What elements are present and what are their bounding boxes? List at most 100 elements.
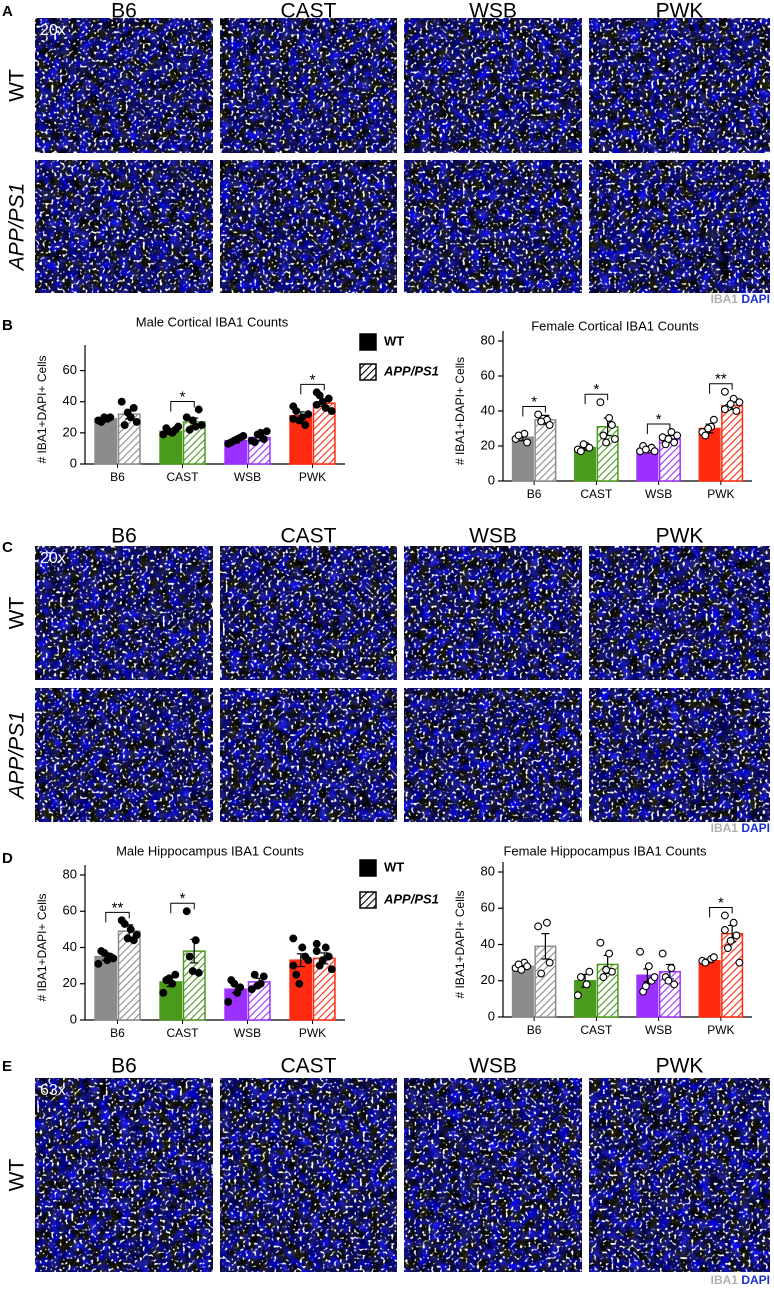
bar bbox=[94, 418, 118, 465]
data-point bbox=[315, 391, 324, 400]
significance-bracket bbox=[170, 902, 195, 914]
data-point bbox=[191, 936, 200, 945]
x-tick-label: B6 bbox=[110, 1026, 125, 1040]
y-axis-label: # IBA1+DAPI+ Cells bbox=[35, 355, 49, 463]
y-tick-label: 40 bbox=[481, 402, 495, 417]
y-tick-label: 60 bbox=[63, 903, 77, 918]
significance-label: ** bbox=[715, 371, 727, 388]
data-point bbox=[159, 988, 168, 997]
data-point bbox=[523, 962, 532, 971]
strain-label: WSB bbox=[469, 1055, 517, 1078]
data-point bbox=[596, 938, 605, 947]
panel-label: B bbox=[2, 317, 13, 334]
x-tick-label: B6 bbox=[527, 1023, 542, 1037]
panel-label: E bbox=[2, 1058, 12, 1075]
data-point bbox=[732, 931, 741, 940]
y-tick-label: 0 bbox=[70, 1011, 77, 1026]
data-point bbox=[599, 973, 608, 982]
y-axis-label: # IBA1+DAPI+ Cells bbox=[453, 357, 467, 465]
y-tick-label: 20 bbox=[481, 437, 495, 452]
significance-label: * bbox=[180, 388, 186, 405]
data-point bbox=[126, 925, 135, 934]
x-tick-label: WSB bbox=[645, 487, 672, 501]
data-point bbox=[321, 943, 330, 952]
micrograph bbox=[589, 688, 770, 822]
data-point bbox=[545, 421, 554, 429]
bar bbox=[117, 930, 141, 1021]
data-point bbox=[537, 969, 546, 978]
data-point bbox=[289, 414, 298, 423]
data-point bbox=[599, 431, 608, 440]
stain-legend: IBA1 DAPI bbox=[711, 821, 770, 835]
data-point bbox=[259, 972, 268, 981]
error-bar bbox=[541, 933, 550, 960]
data-point bbox=[188, 416, 197, 425]
data-point bbox=[123, 408, 132, 417]
bar bbox=[698, 960, 721, 1018]
data-point bbox=[120, 919, 129, 928]
micrograph bbox=[589, 546, 770, 680]
y-tick-label: 0 bbox=[70, 455, 77, 470]
row-label: APP/PS1 bbox=[6, 183, 29, 273]
data-point bbox=[100, 413, 109, 422]
data-point bbox=[641, 982, 650, 991]
micrograph bbox=[404, 688, 582, 822]
legend-swatch bbox=[359, 333, 377, 351]
significance-bracket bbox=[170, 401, 195, 412]
stain-legend: IBA1 DAPI bbox=[711, 292, 770, 306]
strain-label: B6 bbox=[111, 1055, 137, 1078]
data-point bbox=[123, 934, 132, 943]
data-point bbox=[247, 985, 256, 994]
data-point bbox=[602, 438, 611, 447]
data-point bbox=[185, 952, 194, 961]
y-tick-label: 0 bbox=[488, 472, 495, 487]
data-point bbox=[182, 907, 191, 916]
data-point bbox=[534, 410, 543, 419]
significance-bracket bbox=[646, 423, 671, 434]
micrograph bbox=[220, 1078, 397, 1272]
micrograph bbox=[404, 546, 582, 680]
data-point bbox=[729, 918, 738, 927]
micrograph bbox=[589, 1078, 770, 1272]
data-point bbox=[259, 435, 268, 444]
significance-bracket bbox=[105, 911, 130, 923]
micrograph bbox=[220, 160, 397, 293]
stain-dapi: DAPI bbox=[741, 1273, 770, 1287]
data-point bbox=[292, 970, 301, 979]
data-point bbox=[109, 954, 118, 963]
data-point bbox=[650, 973, 659, 982]
y-tick-label: 20 bbox=[63, 975, 77, 990]
data-point bbox=[324, 952, 333, 961]
data-point bbox=[650, 447, 659, 456]
y-tick-label: 40 bbox=[481, 936, 495, 951]
y-tick-label: 80 bbox=[481, 332, 495, 347]
data-point bbox=[576, 973, 585, 982]
x-tick-label: PWK bbox=[707, 1023, 734, 1037]
data-point bbox=[182, 413, 191, 422]
data-point bbox=[664, 435, 673, 443]
micrograph bbox=[35, 18, 213, 153]
data-point bbox=[100, 948, 109, 957]
data-point bbox=[726, 936, 735, 945]
data-point bbox=[230, 979, 239, 988]
data-point bbox=[709, 415, 718, 424]
data-point bbox=[194, 405, 203, 414]
data-point bbox=[596, 398, 605, 407]
y-tick-label: 0 bbox=[488, 1008, 495, 1023]
data-point bbox=[732, 407, 741, 415]
data-point bbox=[321, 403, 330, 412]
legend-swatch bbox=[359, 363, 377, 381]
bar bbox=[159, 981, 183, 1021]
significance-bracket bbox=[709, 907, 733, 918]
micrograph bbox=[220, 546, 397, 680]
x-tick-label: CAST bbox=[580, 1023, 613, 1037]
significance-bracket bbox=[584, 393, 609, 405]
data-point bbox=[610, 435, 619, 443]
bar bbox=[721, 405, 744, 482]
x-tick-label: WSB bbox=[645, 1023, 672, 1037]
x-tick-label: WSB bbox=[234, 1026, 261, 1040]
data-point bbox=[327, 407, 336, 416]
data-point bbox=[636, 947, 645, 956]
data-point bbox=[159, 430, 168, 439]
data-point bbox=[94, 959, 103, 968]
